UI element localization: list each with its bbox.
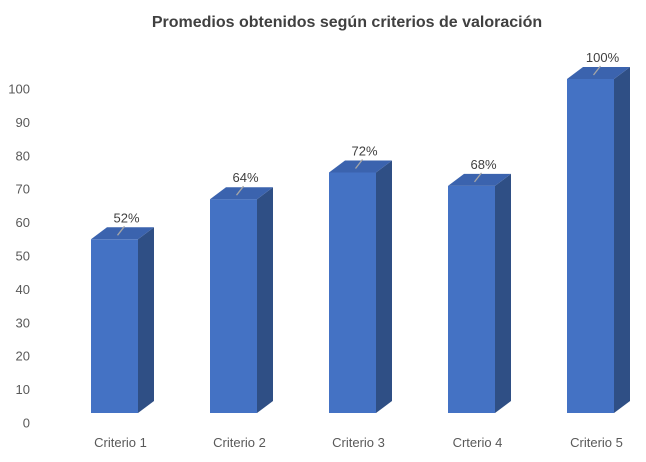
bar	[329, 160, 392, 413]
bar-top	[210, 187, 273, 200]
bar	[567, 67, 630, 413]
data-label: 100%	[586, 50, 620, 65]
x-axis: Criterio 1 Criterio 2 Criterio 3 Crterio 4 C…	[94, 435, 623, 450]
bar-side	[138, 227, 154, 413]
data-labels: 52% 64% 72% 68% 100%	[113, 50, 620, 236]
bars	[91, 67, 630, 413]
bar-front	[448, 185, 495, 413]
label-leader-line	[592, 65, 602, 76]
y-tick-label: 70	[16, 182, 30, 197]
bar-top	[91, 227, 154, 240]
y-tick-label: 90	[16, 115, 30, 130]
bar	[448, 173, 511, 413]
y-tick-label: 80	[16, 148, 30, 163]
y-tick-label: 30	[16, 315, 30, 330]
bar-front	[210, 199, 257, 413]
bar	[91, 227, 154, 413]
label-leader-line	[116, 225, 126, 236]
bar-top	[567, 67, 630, 79]
y-tick-label: 100	[8, 82, 30, 97]
bar-front	[329, 172, 376, 413]
bar-side	[257, 187, 273, 413]
bar-side	[614, 67, 630, 413]
category-label: Criterio 5	[570, 435, 623, 450]
bar-front	[567, 79, 614, 413]
chart-title: Promedios obtenidos según criterios de v…	[152, 14, 542, 31]
bar-top	[448, 173, 511, 186]
bar-side	[495, 173, 511, 413]
y-tick-label: 0	[23, 416, 30, 431]
bar	[210, 187, 273, 413]
label-leader-line	[354, 159, 364, 169]
y-tick-label: 60	[16, 215, 30, 230]
data-label: 64%	[232, 170, 258, 185]
bar-front	[91, 239, 138, 413]
data-label: 72%	[351, 144, 377, 159]
category-label: Crterio 4	[453, 435, 503, 450]
y-tick-label: 20	[16, 349, 30, 364]
category-label: Criterio 3	[332, 435, 385, 450]
bar-side	[376, 160, 392, 413]
y-tick-label: 40	[16, 282, 30, 297]
data-label: 68%	[470, 157, 496, 172]
y-tick-label: 10	[16, 382, 30, 397]
label-leader-line	[235, 185, 245, 196]
y-axis: 0 10 20 30 40 50 60 70 80 90 100	[8, 82, 30, 431]
category-label: Criterio 1	[94, 435, 147, 450]
label-leader-line	[473, 172, 483, 183]
data-label: 52%	[113, 210, 139, 225]
bar-top	[329, 160, 392, 173]
category-label: Criterio 2	[213, 435, 266, 450]
y-tick-label: 50	[16, 249, 30, 264]
